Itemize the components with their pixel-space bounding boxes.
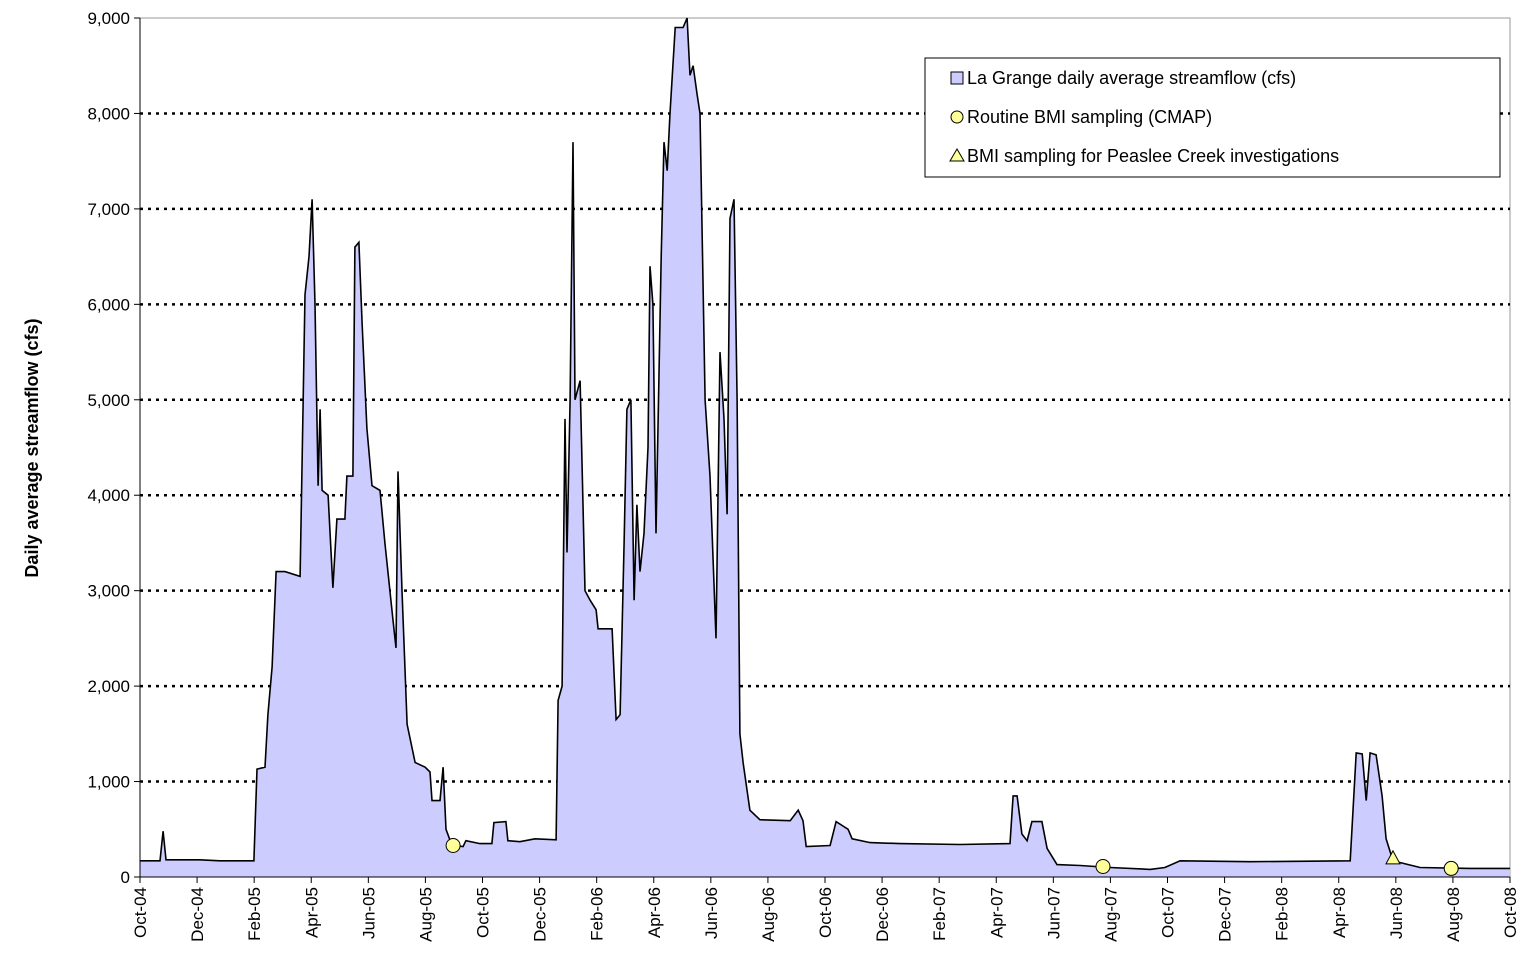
y-tick-label: 3,000 [87,582,130,601]
legend-swatch [950,110,964,124]
marker-circle [1443,860,1459,876]
marker-circle [1095,859,1111,875]
y-tick-label: 7,000 [87,200,130,219]
x-tick-label: Jun-07 [1044,887,1063,939]
x-tick-label: Apr-08 [1330,887,1349,938]
x-tick-label: Oct-04 [131,887,150,938]
x-tick-label: Aug-06 [759,887,778,942]
legend-label: La Grange daily average streamflow (cfs) [967,68,1296,88]
y-tick-label: 4,000 [87,486,130,505]
x-tick-label: Feb-07 [930,887,949,941]
x-tick-label: Oct-08 [1501,887,1520,938]
x-tick-label: Dec-04 [188,887,207,942]
x-tick-label: Feb-06 [588,887,607,941]
y-tick-label: 0 [121,868,130,887]
y-axis-label: Daily average streamflow (cfs) [22,318,42,577]
x-tick-label: Jun-06 [702,887,721,939]
x-tick-label: Feb-08 [1273,887,1292,941]
y-tick-label: 1,000 [87,773,130,792]
y-tick-label: 8,000 [87,104,130,123]
x-tick-label: Jun-08 [1387,887,1406,939]
legend: La Grange daily average streamflow (cfs)… [924,57,1501,178]
x-tick-label: Oct-06 [816,887,835,938]
x-tick-label: Aug-05 [416,887,435,942]
legend-box [924,57,1501,178]
x-tick-label: Feb-05 [245,887,264,941]
marker-triangle [1385,849,1401,865]
legend-swatch [950,71,964,85]
area-fill [140,18,1510,877]
x-tick-label: Jun-05 [359,887,378,939]
y-tick-label: 9,000 [87,9,130,28]
marker-circle [445,838,461,854]
area-line [140,17,1510,871]
x-tick-label: Dec-07 [1216,887,1235,942]
x-tick-label: Dec-06 [873,887,892,942]
legend-label: BMI sampling for Peaslee Creek investiga… [967,146,1339,166]
x-tick-label: Apr-07 [987,887,1006,938]
x-tick-label: Apr-06 [645,887,664,938]
y-tick-label: 5,000 [87,391,130,410]
y-tick-label: 2,000 [87,677,130,696]
legend-swatch [949,148,965,162]
x-tick-label: Dec-05 [531,887,550,942]
legend-label: Routine BMI sampling (CMAP) [967,107,1212,127]
y-tick-label: 6,000 [87,295,130,314]
x-tick-label: Apr-05 [302,887,321,938]
x-tick-label: Oct-07 [1159,887,1178,938]
x-tick-label: Aug-08 [1444,887,1463,942]
x-tick-label: Aug-07 [1101,887,1120,942]
x-tick-label: Oct-05 [474,887,493,938]
